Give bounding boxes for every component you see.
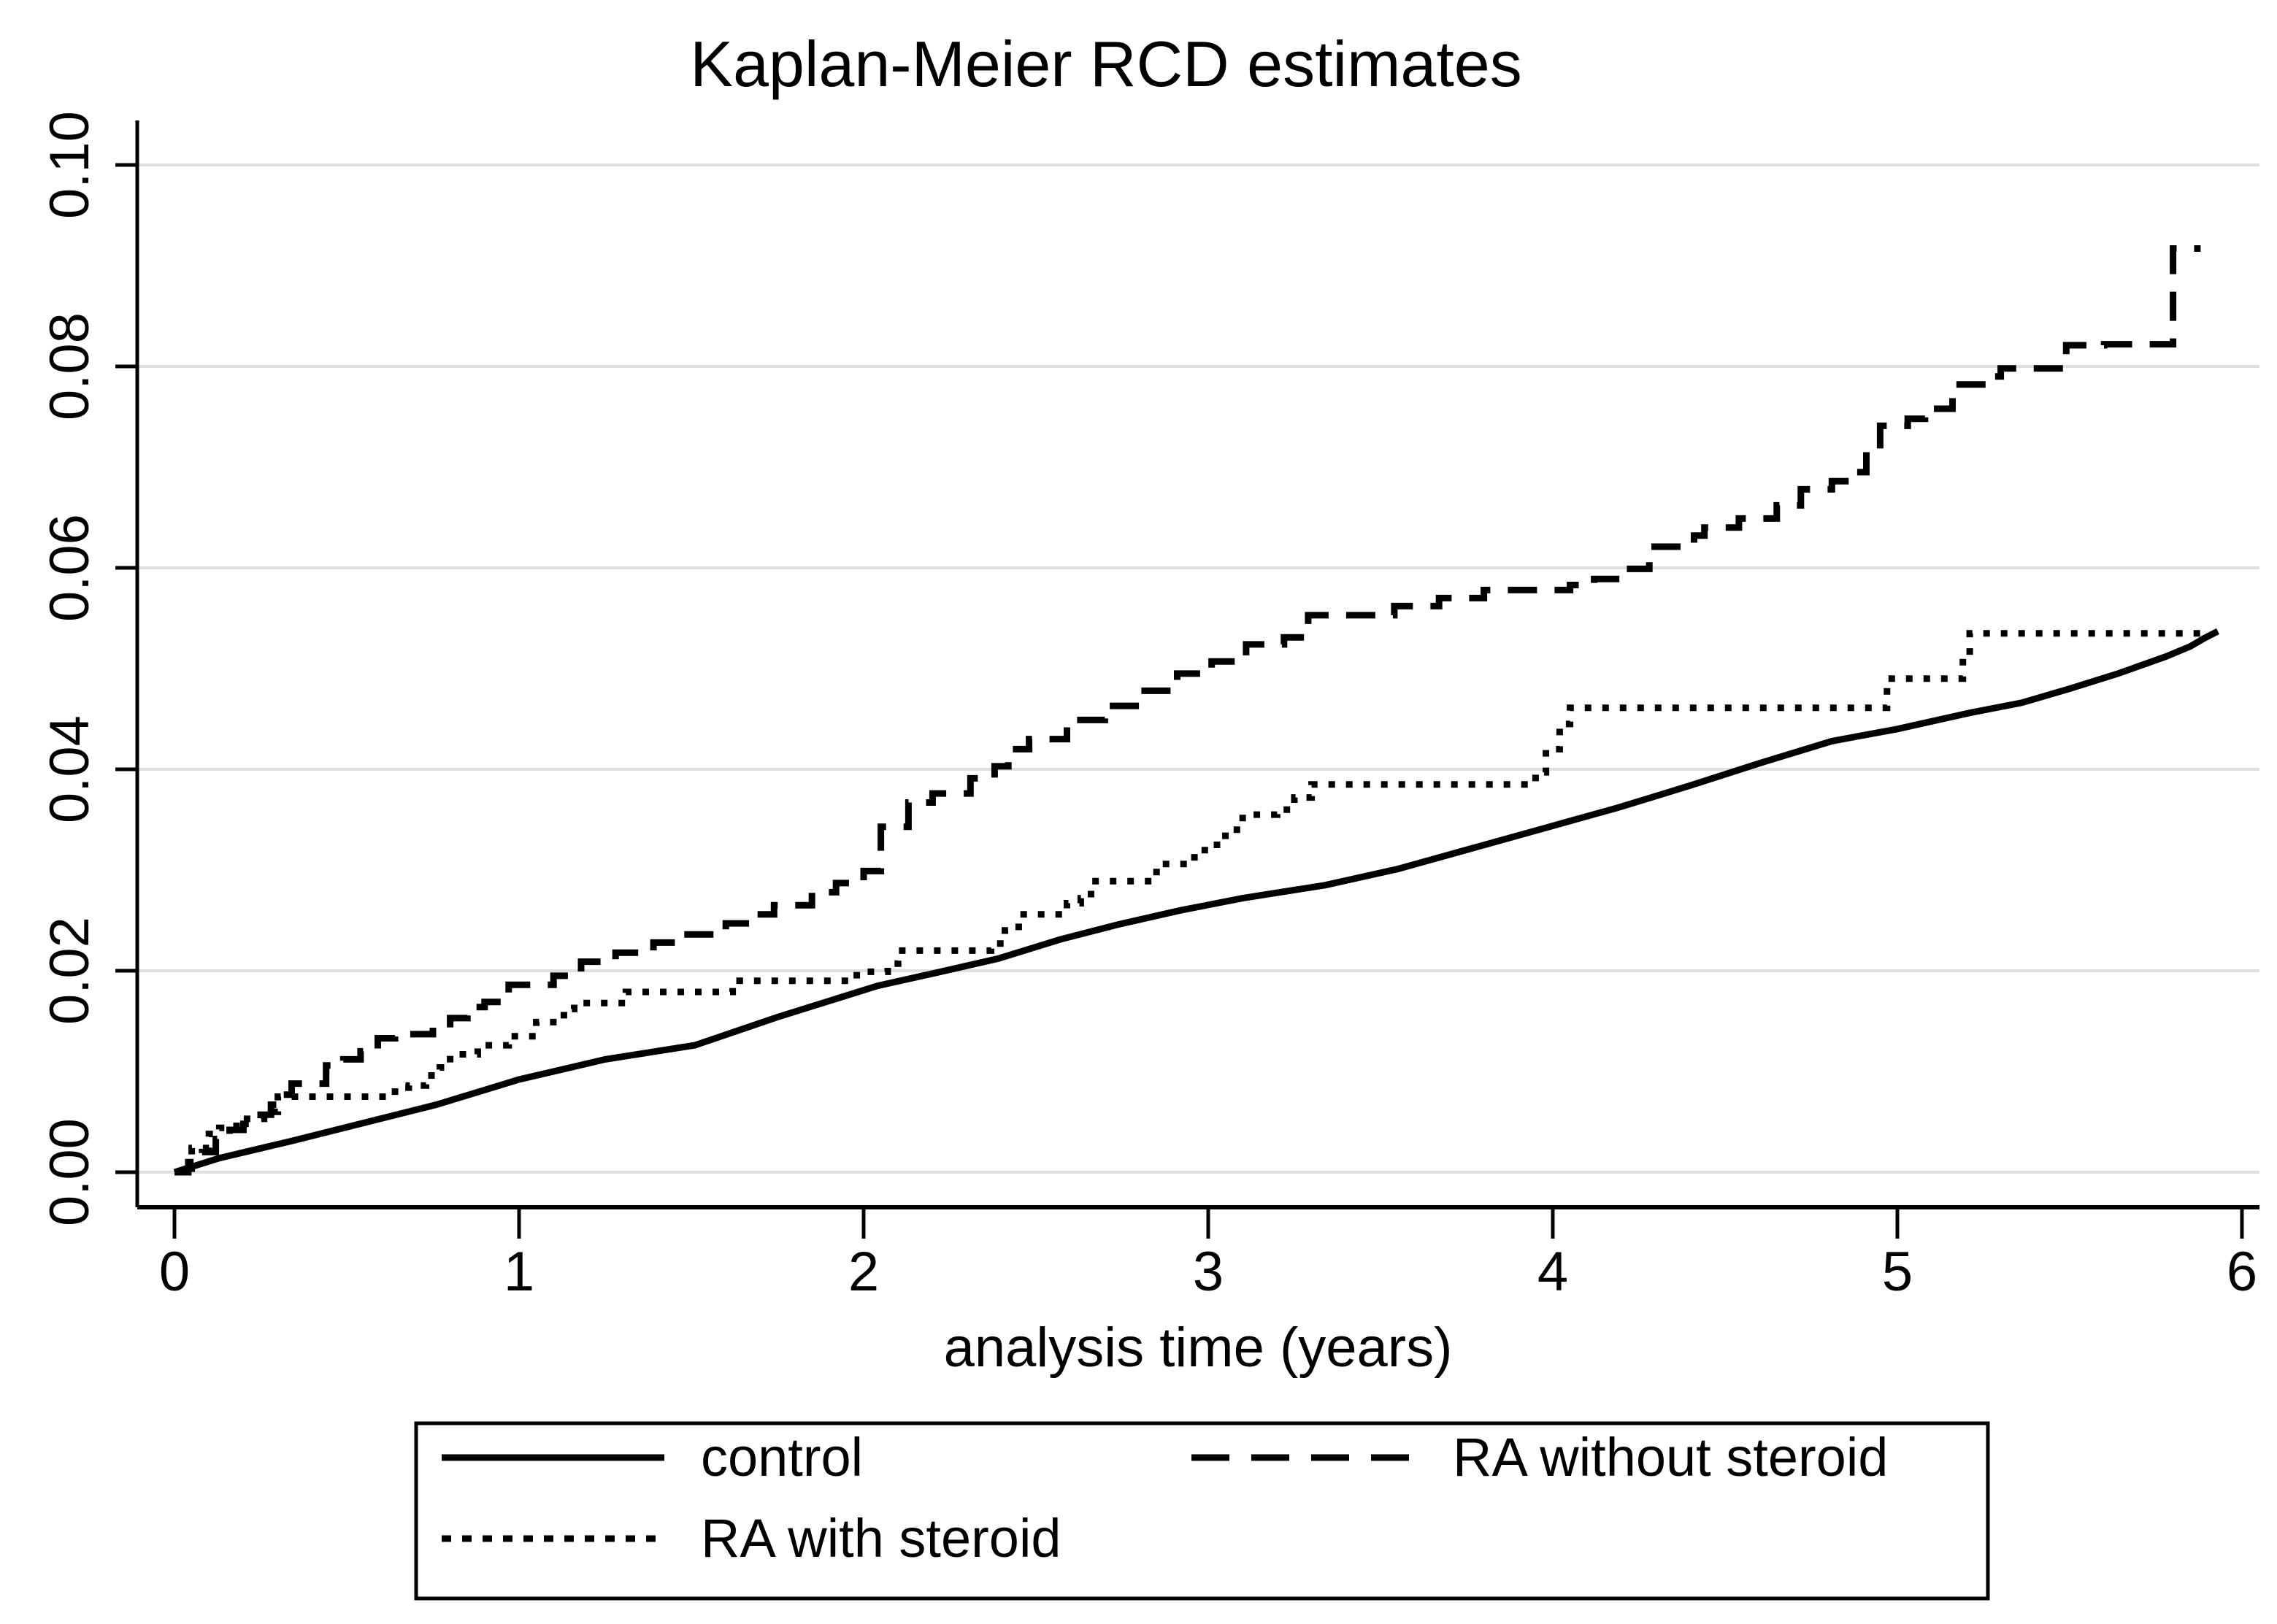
x-tick-label: 1 <box>504 1241 534 1303</box>
series-control <box>173 628 2220 1176</box>
x-tick-label: 0 <box>159 1241 190 1303</box>
x-axis-title: analysis time (years) <box>944 1317 1453 1379</box>
y-tick-label: 0.02 <box>39 917 101 1025</box>
x-tick-label: 3 <box>1193 1241 1224 1303</box>
tick-marks <box>115 163 2244 1239</box>
x-tick-label: 4 <box>1537 1241 1568 1303</box>
series-ra-without-steroid <box>174 245 2201 1176</box>
legend: control RA without steroid RA with stero… <box>414 1421 1990 1601</box>
x-tick-label: 5 <box>1882 1241 1913 1303</box>
x-tick-label: 2 <box>848 1241 879 1303</box>
legend-box <box>414 1421 1990 1601</box>
x-tick-label: 6 <box>2227 1241 2257 1303</box>
y-tick-label: 0.00 <box>39 1118 101 1226</box>
chart-title: Kaplan-Meier RCD estimates <box>690 28 1522 100</box>
y-tick-label: 0.08 <box>39 312 101 420</box>
legend-label-control: control <box>701 1427 863 1488</box>
tick-labels: 0.00 0.02 0.04 0.06 0.08 0.10 0 1 2 3 4 5 6 <box>39 111 2257 1303</box>
y-tick-label: 0.10 <box>39 111 101 219</box>
axes <box>135 120 2259 1209</box>
legend-label-ra-without-steroid: RA without steroid <box>1453 1427 1888 1488</box>
data-series <box>173 245 2220 1176</box>
y-tick-label: 0.06 <box>39 514 101 622</box>
series-ra-with-steroid <box>174 630 2208 1176</box>
y-tick-label: 0.04 <box>39 715 101 823</box>
legend-label-ra-with-steroid: RA with steroid <box>701 1508 1061 1569</box>
gridlines <box>139 163 2259 1174</box>
